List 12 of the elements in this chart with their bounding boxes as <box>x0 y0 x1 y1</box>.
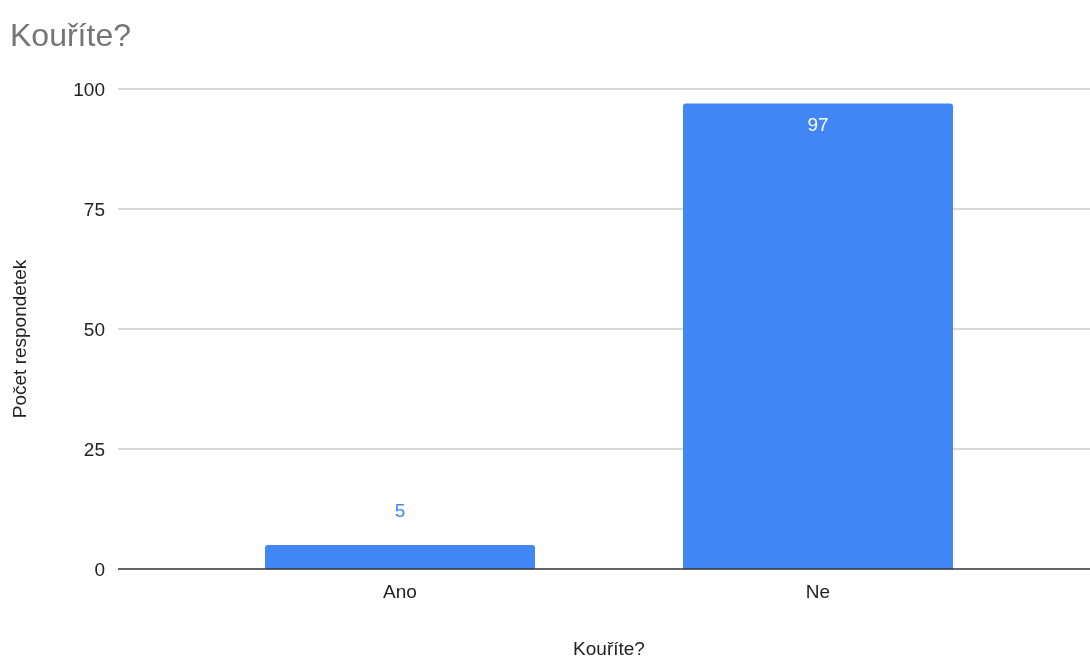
x-tick-label: Ne <box>805 581 831 602</box>
y-tick-label: 75 <box>83 198 105 220</box>
data-label: 97 <box>807 114 829 136</box>
x-tick-label: Ano <box>383 581 417 602</box>
data-label: 5 <box>394 500 406 521</box>
y-tick-label: 50 <box>83 318 105 340</box>
y-tick-label: 25 <box>83 438 105 460</box>
y-axis-title: Počet respondetek <box>9 259 30 419</box>
chart-title: Kouříte? <box>10 17 131 53</box>
x-axis-title: Kouříte? <box>573 638 645 659</box>
y-tick-label: 0 <box>94 558 105 580</box>
y-tick-label: 100 <box>73 78 105 100</box>
